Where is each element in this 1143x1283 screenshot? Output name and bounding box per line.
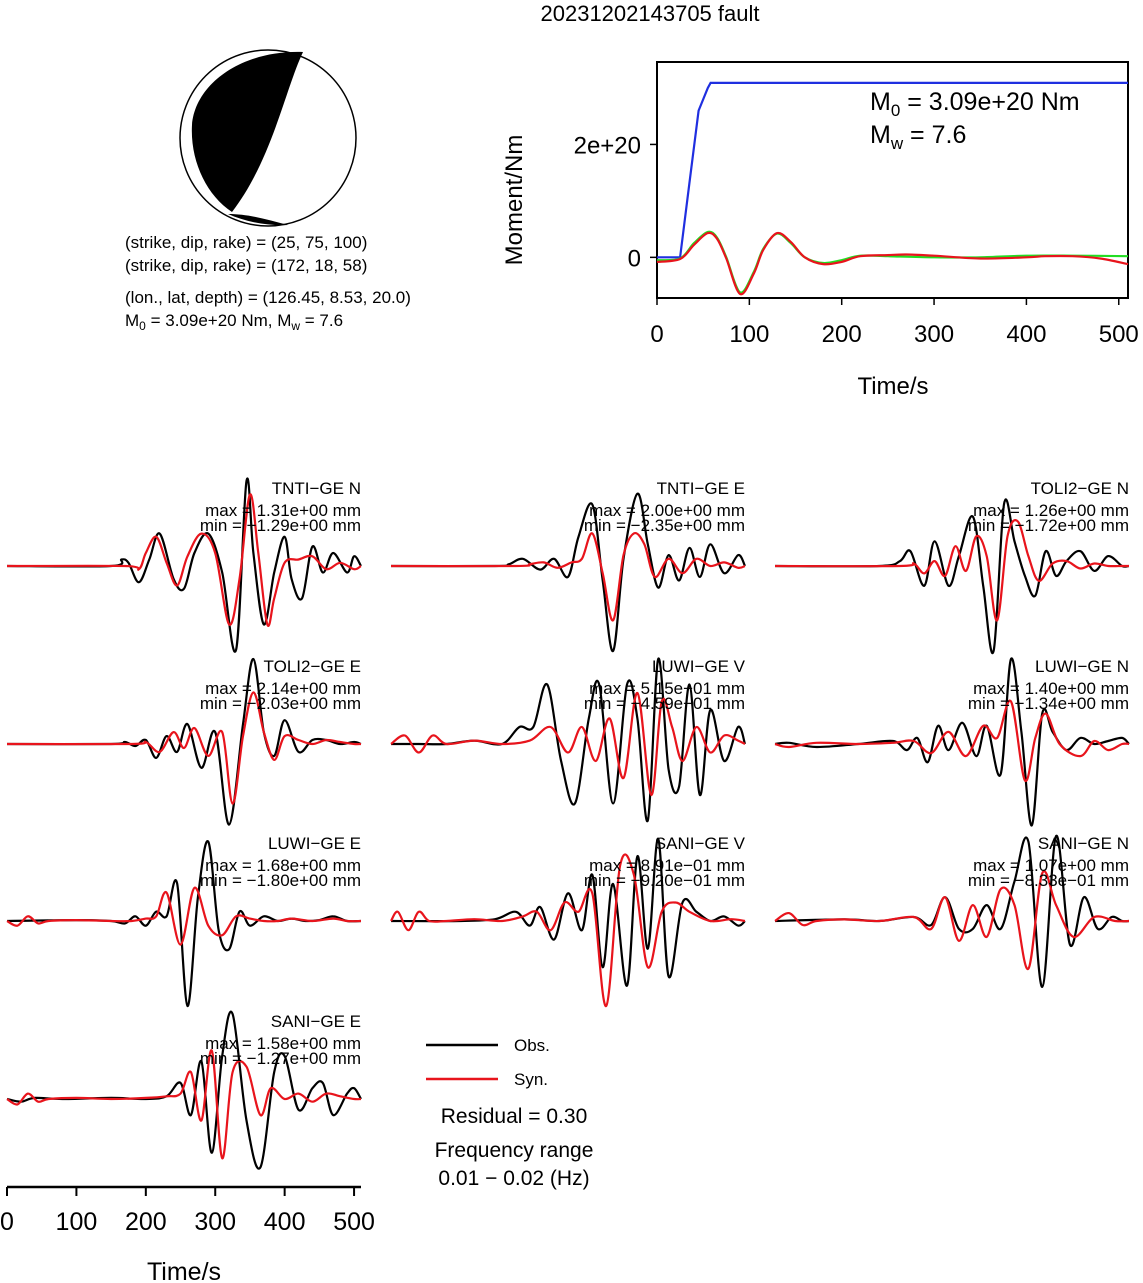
trace-max: max = 1.26e+00 mm [973,501,1129,520]
residual-text: Residual = 0.30 [441,1105,588,1128]
waveform-xtick-label: 0 [0,1208,14,1236]
moment-xlabel: Time/s [857,373,928,400]
trace-max: max = 2.14e+00 mm [205,679,361,698]
trace-min: min = −1.29e+00 mm [200,516,361,535]
moment-xtick-label: 400 [1006,321,1046,348]
legend-syn-label: Syn. [514,1070,548,1089]
station-label: TNTI−GE E [657,479,745,498]
observed-trace [6,657,362,826]
mechanism-info: (strike, dip, rake) = (25, 75, 100) (str… [125,233,411,333]
station-label: TNTI−GE N [272,479,361,498]
synthetic-trace [6,1049,362,1160]
station-label: TOLI2−GE N [1031,479,1129,498]
station-label: LUWI−GE N [1035,657,1129,676]
synthetic-trace [774,519,1129,622]
station-label: SANI−GE V [655,834,746,853]
trace-max: max = 5.15e−01 mm [589,679,745,698]
trace-max: max = 1.68e+00 mm [205,856,361,875]
trace-min: min = −1.80e+00 mm [200,871,361,890]
trace-min: min = −1.27e+00 mm [200,1049,361,1068]
waveform-xtick-label: 100 [56,1208,98,1236]
synthetic-trace [6,691,362,805]
moment-m0-annotation: M0 = 3.09e+20 Nm [870,88,1080,120]
nodal-plane-1: (strike, dip, rake) = (25, 75, 100) [125,233,367,252]
trace-max: max = 1.58e+00 mm [205,1034,361,1053]
trace-min: min = −1.34e+00 mm [968,694,1129,713]
synthetic-trace [390,531,746,622]
synthetic-trace [390,853,746,1008]
station-label: TOLI2−GE E [264,657,361,676]
trace-max: max = 8.91e−01 mm [589,856,745,875]
waveform-xtick-label: 200 [125,1208,167,1236]
station-label: SANI−GE E [271,1012,361,1031]
trace-min: min = −1.72e+00 mm [968,516,1129,535]
station-label: SANI−GE N [1038,834,1129,853]
moment-ytick-label: 0 [628,245,641,272]
waveform-xtick-label: 300 [194,1208,236,1236]
moment-mw-annotation: Mw = 7.6 [870,121,966,153]
legend-obs-label: Obs. [514,1036,550,1055]
synthetic-trace [6,493,362,627]
observed-trace [390,837,746,987]
waveform-xtick-label: 500 [333,1208,375,1236]
moment-ytick-label: 2e+20 [574,132,641,159]
moment-xtick-label: 200 [822,321,862,348]
waveform-time-axis: 0 100 200 300 400 500 [0,1185,375,1236]
moment-ylabel: Moment/Nm [501,135,528,266]
frequency-range-value: 0.01 − 0.02 (Hz) [438,1167,589,1190]
observed-trace [774,498,1130,655]
trace-max: max = 1.31e+00 mm [205,501,361,520]
trace-min: min = −2.03e+00 mm [200,694,361,713]
waveform-xlabel: Time/s [147,1258,221,1283]
synthetic-trace [390,691,746,797]
beachball [179,49,357,227]
observed-trace [391,657,747,823]
moment-series-synthetic [656,231,1129,296]
synthetic-trace [6,886,362,946]
moment-xtick-label: 100 [729,321,769,348]
beachball-secondary-quadrant [228,214,288,226]
moment-xtick-label: 500 [1099,321,1139,348]
trace-min: min = −2.35e+00 mm [584,516,745,535]
nodal-plane-2: (strike, dip, rake) = (172, 18, 58) [125,256,367,275]
trace-max: max = 1.07e+00 mm [973,856,1129,875]
legend: Obs. Syn. Residual = 0.30 Frequency rang… [426,1036,593,1190]
trace-min: min = −9.20e−01 mm [584,871,745,890]
synthetic-trace [774,699,1130,782]
trace-min: min = −4.59e−01 mm [584,694,745,713]
station-label: LUWI−GE E [268,834,361,853]
synthetic-trace [774,870,1130,970]
trace-max: max = 2.00e+00 mm [589,501,745,520]
moment-xtick-label: 0 [650,321,663,348]
trace-min: min = −8.33e−01 mm [968,871,1129,890]
moment-plot-frame [656,61,1129,299]
station-label: LUWI−GE V [652,657,746,676]
moment-summary: M0 = 3.09e+20 Nm, Mw = 7.6 [125,311,343,333]
frequency-range-title: Frequency range [435,1139,594,1162]
waveform-xtick-label: 400 [264,1208,306,1236]
beachball-compressional-quadrant [191,51,303,212]
figure-title: 20231202143705 fault [541,1,760,26]
source-location: (lon., lat, depth) = (126.45, 8.53, 20.0… [125,288,411,307]
trace-max: max = 1.40e+00 mm [973,679,1129,698]
moment-xtick-label: 300 [914,321,954,348]
